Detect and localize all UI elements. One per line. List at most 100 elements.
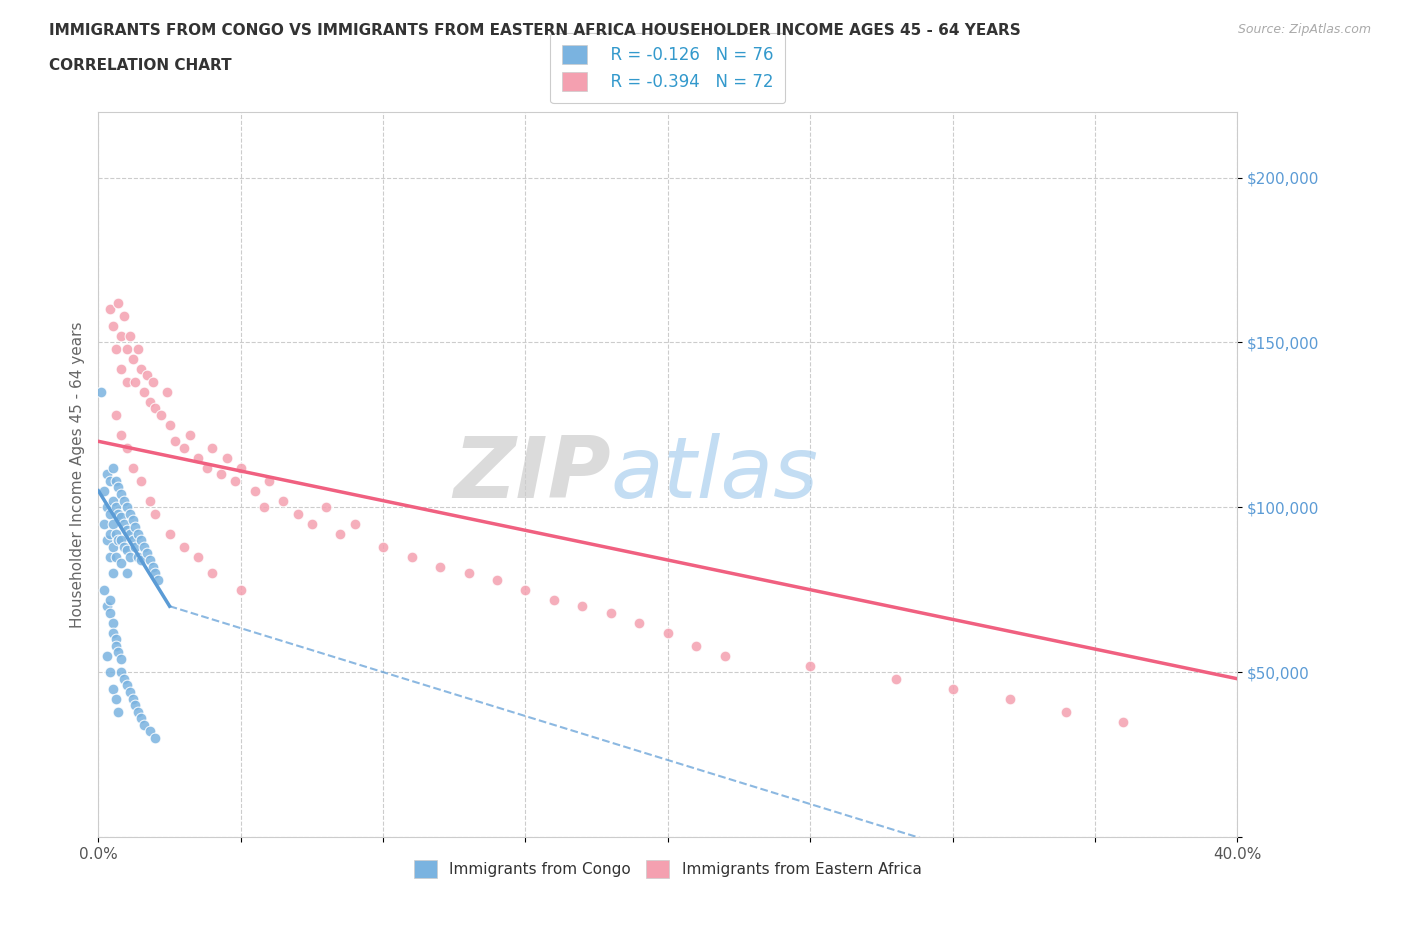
Point xyxy=(201,565,224,580)
Point xyxy=(93,484,115,498)
Point xyxy=(121,533,143,548)
Text: IMMIGRANTS FROM CONGO VS IMMIGRANTS FROM EASTERN AFRICA HOUSEHOLDER INCOME AGES : IMMIGRANTS FROM CONGO VS IMMIGRANTS FROM… xyxy=(49,23,1021,38)
Point xyxy=(124,539,146,554)
Point xyxy=(101,625,124,640)
Point xyxy=(98,605,121,620)
Point xyxy=(799,658,821,673)
Point xyxy=(515,582,537,597)
Point xyxy=(187,450,209,465)
Point xyxy=(93,582,115,597)
Point xyxy=(138,394,160,409)
Point xyxy=(104,691,127,706)
Point xyxy=(127,526,149,541)
Point xyxy=(110,556,132,571)
Point xyxy=(98,302,121,317)
Point xyxy=(107,296,129,311)
Point xyxy=(127,341,149,356)
Point xyxy=(115,565,138,580)
Point xyxy=(714,648,737,663)
Point xyxy=(150,407,173,422)
Point xyxy=(98,507,121,522)
Point xyxy=(685,638,707,653)
Point xyxy=(129,552,152,567)
Point xyxy=(101,318,124,333)
Point xyxy=(93,516,115,531)
Point xyxy=(118,328,141,343)
Point xyxy=(104,631,127,646)
Point xyxy=(112,516,135,531)
Point xyxy=(110,427,132,442)
Point xyxy=(118,526,141,541)
Point xyxy=(141,375,163,390)
Text: atlas: atlas xyxy=(612,432,818,516)
Point xyxy=(129,473,152,488)
Point xyxy=(110,533,132,548)
Y-axis label: Householder Income Ages 45 - 64 years: Householder Income Ages 45 - 64 years xyxy=(69,321,84,628)
Point xyxy=(135,368,157,383)
Point xyxy=(104,526,127,541)
Point xyxy=(90,384,112,399)
Point xyxy=(884,671,907,686)
Point xyxy=(104,499,127,514)
Point xyxy=(156,384,179,399)
Point xyxy=(209,467,232,482)
Point xyxy=(101,565,124,580)
Point xyxy=(107,507,129,522)
Point xyxy=(252,499,274,514)
Point xyxy=(401,550,423,565)
Text: ZIP: ZIP xyxy=(453,432,612,516)
Point xyxy=(121,352,143,366)
Point xyxy=(121,460,143,475)
Point xyxy=(129,362,152,377)
Text: CORRELATION CHART: CORRELATION CHART xyxy=(49,58,232,73)
Point xyxy=(107,480,129,495)
Point xyxy=(96,648,118,663)
Point xyxy=(457,565,479,580)
Point xyxy=(287,507,309,522)
Point xyxy=(115,678,138,693)
Point xyxy=(179,427,201,442)
Point xyxy=(129,711,152,725)
Point xyxy=(132,539,155,554)
Point xyxy=(121,513,143,528)
Point xyxy=(98,473,121,488)
Point xyxy=(101,460,124,475)
Point xyxy=(243,484,266,498)
Point xyxy=(138,724,160,739)
Point xyxy=(571,599,593,614)
Point xyxy=(115,499,138,514)
Point xyxy=(98,550,121,565)
Point xyxy=(315,499,337,514)
Point xyxy=(1056,704,1078,719)
Point xyxy=(429,559,451,574)
Point xyxy=(112,671,135,686)
Point xyxy=(173,539,195,554)
Point xyxy=(112,539,135,554)
Point xyxy=(107,644,129,659)
Point xyxy=(104,550,127,565)
Point xyxy=(118,507,141,522)
Point xyxy=(998,691,1021,706)
Point xyxy=(96,499,118,514)
Point xyxy=(148,572,170,587)
Point xyxy=(101,493,124,508)
Point xyxy=(115,523,138,538)
Point xyxy=(101,516,124,531)
Point xyxy=(104,473,127,488)
Point xyxy=(229,582,252,597)
Point xyxy=(124,520,146,535)
Point xyxy=(101,681,124,696)
Point xyxy=(301,516,323,531)
Point xyxy=(124,375,146,390)
Point xyxy=(115,441,138,456)
Point xyxy=(101,616,124,631)
Point xyxy=(600,605,623,620)
Point xyxy=(107,704,129,719)
Point xyxy=(373,539,395,554)
Point xyxy=(118,684,141,699)
Point xyxy=(1112,714,1135,729)
Point xyxy=(138,552,160,567)
Point xyxy=(159,418,181,432)
Point xyxy=(98,526,121,541)
Point xyxy=(104,341,127,356)
